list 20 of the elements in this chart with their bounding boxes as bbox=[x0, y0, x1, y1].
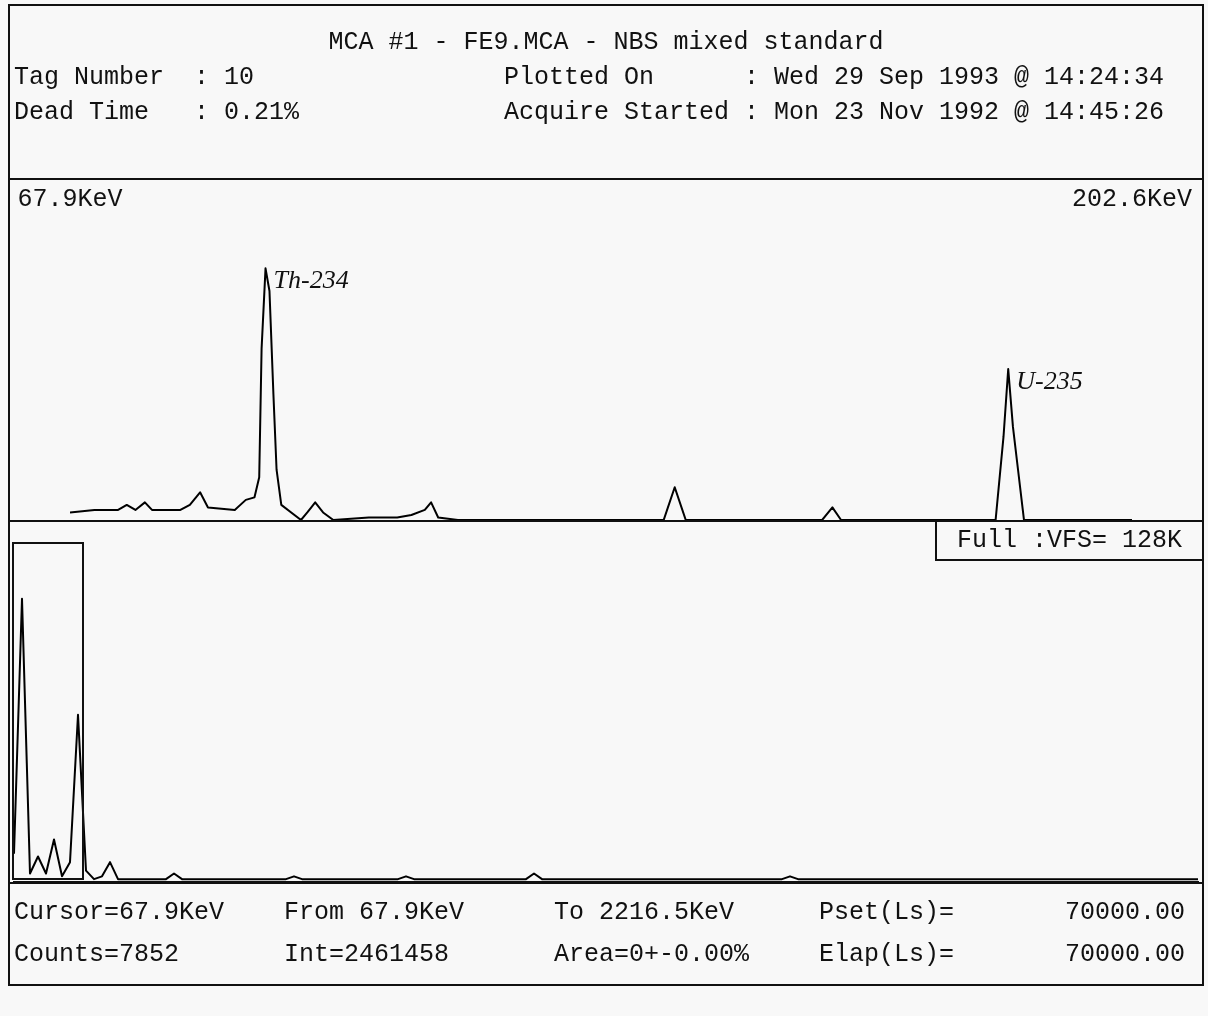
chart-title: MCA #1 - FE9.MCA - NBS mixed standard bbox=[327, 27, 885, 57]
annotation: U-235 bbox=[1016, 365, 1083, 395]
text: Acquire Started : Mon 23 Nov 1992 @ 14:45:26 bbox=[504, 98, 1166, 127]
text: Full :VFS= 128K bbox=[934, 522, 1202, 561]
text: Dead Time : 0.21% bbox=[14, 98, 301, 127]
text: Tag Number : 10 bbox=[14, 63, 256, 92]
text: Area=0+-0.00% bbox=[554, 940, 751, 971]
text: From 67.9KeV bbox=[284, 898, 466, 929]
text: Int=2461458 bbox=[284, 940, 451, 971]
text: 70000.00 bbox=[1063, 940, 1186, 971]
text: Elap(Ls)= bbox=[819, 940, 956, 971]
x-tick-label: 202.6KeV bbox=[1071, 184, 1193, 214]
x-tick-label: 67.9KeV bbox=[17, 184, 123, 214]
text: 70000.00 bbox=[1063, 898, 1186, 929]
text: Counts=7852 bbox=[14, 940, 181, 971]
text: Plotted On : Wed 29 Sep 1993 @ 14:24:34 bbox=[504, 63, 1166, 92]
text: Pset(Ls)= bbox=[819, 898, 956, 929]
text: To 2216.5KeV bbox=[554, 898, 736, 929]
annotation: Th-234 bbox=[273, 265, 349, 295]
text: Cursor=67.9KeV bbox=[14, 898, 226, 929]
